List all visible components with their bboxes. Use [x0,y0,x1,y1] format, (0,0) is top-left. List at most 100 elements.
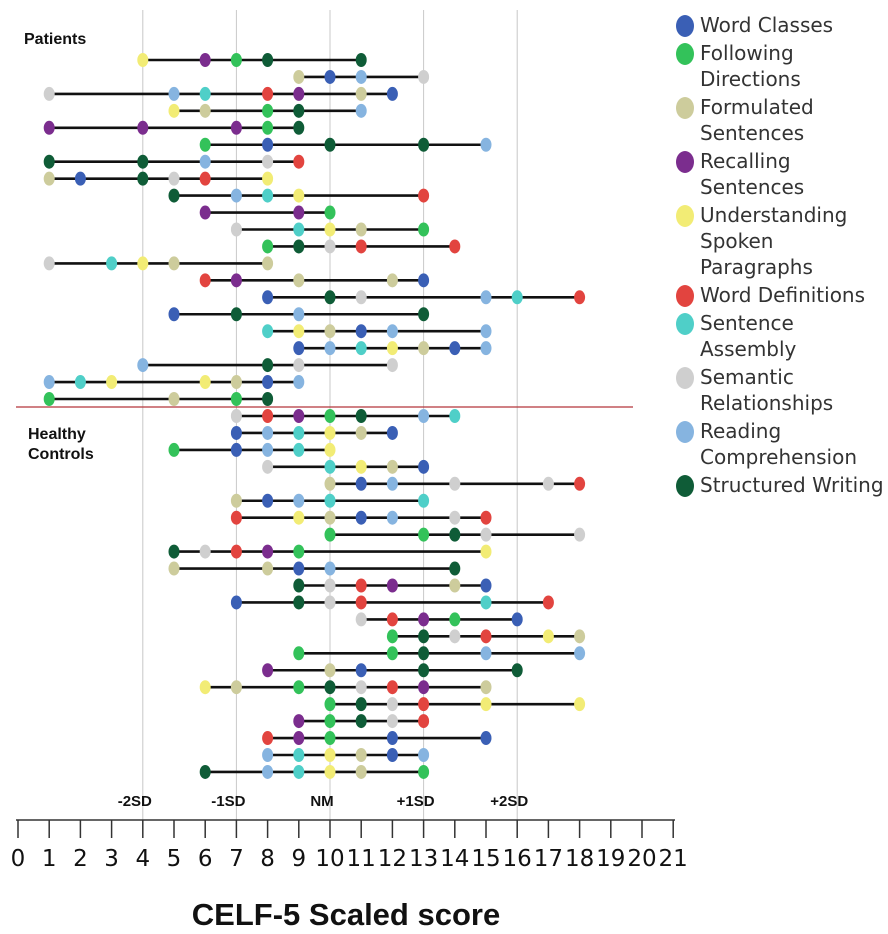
score-point [324,476,336,491]
control-participant-row [324,697,586,712]
score-point [168,544,180,559]
score-point [262,544,274,559]
patient-participant-row [199,137,492,152]
score-point [43,154,55,169]
score-point [574,290,586,305]
legend-item: Formulated Sentences [676,94,888,146]
score-point [574,629,586,644]
score-point [386,680,398,695]
score-point [293,731,305,746]
score-point [542,595,554,610]
legend-swatch [676,151,694,173]
score-point [418,714,430,729]
score-point [230,273,242,288]
score-point [355,239,367,254]
score-point [386,273,398,288]
score-point [418,137,430,152]
legend-item: Word Classes [676,12,888,38]
score-point [480,731,492,746]
score-point [324,714,336,729]
score-point [542,629,554,644]
x-tick-label: 19 [596,846,625,872]
score-point [480,595,492,610]
sd-label: +1SD [397,793,435,810]
score-point [386,612,398,627]
control-participant-row [230,493,430,508]
score-point [168,392,180,406]
score-point [199,53,211,67]
control-participant-row [262,731,492,746]
score-point [386,476,398,491]
patient-participant-row [262,239,461,254]
score-point [293,103,305,118]
score-point [230,493,242,508]
score-point [199,205,211,220]
score-point [355,53,367,67]
score-point [418,697,430,712]
score-point [418,222,430,237]
score-point [355,680,367,695]
score-point [418,69,430,84]
control-participant-row [293,578,492,593]
x-tick-label: 2 [73,846,88,872]
control-participant-row [262,748,430,762]
score-point [137,256,149,271]
score-point [137,154,149,169]
x-tick-label: 11 [347,846,376,872]
score-point [324,595,336,610]
score-point [230,120,242,135]
score-point [511,663,523,678]
score-point [574,646,586,661]
score-point [324,442,336,457]
score-point [293,239,305,254]
score-point [199,273,211,288]
score-point [137,53,149,67]
score-point [324,239,336,254]
score-point [542,476,554,491]
score-point [324,510,336,525]
score-point [293,578,305,593]
score-point [168,561,180,576]
score-point [574,697,586,712]
score-point [262,137,274,152]
score-point [386,459,398,474]
sd-label: -2SD [118,793,152,810]
x-tick-label: 21 [659,846,688,872]
score-point [480,629,492,644]
score-point [355,459,367,474]
patient-participant-row [199,205,336,220]
patient-participant-row [43,256,274,271]
x-tick-label: 5 [167,846,182,872]
score-point [480,544,492,559]
control-participant-row [355,612,523,627]
score-point [386,324,398,339]
score-point [449,510,461,525]
group-label-controls: Healthy Controls [28,426,94,463]
score-point [262,764,274,779]
score-point [262,731,274,746]
score-point [199,764,211,779]
score-point [230,392,242,406]
score-point [324,527,336,542]
score-point [293,764,305,779]
score-point [418,748,430,762]
score-point [418,493,430,508]
score-point [418,409,430,423]
score-point [324,69,336,84]
score-point [480,680,492,695]
score-point [199,544,211,559]
score-point [511,290,523,305]
score-point [418,341,430,356]
score-point [418,646,430,661]
score-point [262,358,274,373]
score-point [418,629,430,644]
score-point [293,358,305,373]
score-point [262,239,274,254]
score-point [355,69,367,84]
x-tick-label: 1 [42,846,57,872]
score-point [262,375,274,390]
score-point [324,561,336,576]
score-point [449,612,461,627]
score-point [262,256,274,271]
score-point [449,527,461,542]
